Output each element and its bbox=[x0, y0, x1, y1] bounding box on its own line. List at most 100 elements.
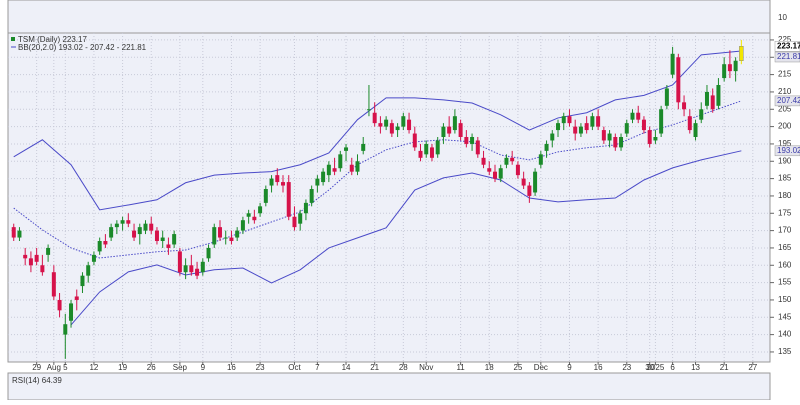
candle-body bbox=[498, 168, 503, 179]
candle-body bbox=[590, 116, 595, 127]
candle-body bbox=[309, 189, 314, 203]
plot: 1013514014515015516016517017518018519019… bbox=[8, 13, 792, 372]
bollinger-band bbox=[13, 50, 742, 211]
candle-body bbox=[246, 213, 251, 217]
candle-body bbox=[338, 154, 343, 169]
candle-body bbox=[544, 143, 549, 151]
candle-body bbox=[177, 251, 182, 273]
price-tag-box bbox=[774, 95, 800, 107]
candle-body bbox=[470, 137, 475, 144]
y-tick-label: 225 bbox=[778, 35, 792, 44]
x-tick-label: 23 bbox=[622, 363, 631, 372]
candle-body bbox=[46, 247, 51, 255]
y-tick-label: 175 bbox=[778, 208, 792, 217]
candle-body bbox=[74, 296, 79, 300]
candle-body bbox=[538, 154, 543, 165]
candle-body bbox=[378, 123, 383, 127]
candle-body bbox=[573, 126, 578, 134]
x-tick-label: 2025 bbox=[647, 363, 665, 372]
price-tag: 223.17 bbox=[777, 41, 800, 50]
price-panel bbox=[7, 32, 771, 363]
candle-body bbox=[699, 109, 704, 120]
candle-body bbox=[619, 137, 624, 148]
bollinger-band bbox=[70, 150, 742, 326]
candle-body bbox=[189, 265, 194, 273]
candle-body bbox=[693, 123, 698, 138]
x-tick-label: 7 bbox=[315, 363, 320, 372]
legend-swatch bbox=[11, 37, 15, 41]
candle-body bbox=[435, 140, 440, 155]
candle-body bbox=[149, 223, 154, 231]
candle-body bbox=[200, 261, 205, 273]
candle-body bbox=[229, 237, 234, 242]
candle-body bbox=[355, 161, 360, 172]
candle-body bbox=[710, 95, 715, 110]
x-tick-label: 23 bbox=[256, 363, 265, 372]
candle-body bbox=[424, 143, 429, 155]
candle-body bbox=[286, 182, 291, 217]
x-tick-label: 16 bbox=[594, 363, 603, 372]
x-tick-label: 21 bbox=[370, 363, 379, 372]
x-tick-label: 5 bbox=[63, 363, 68, 372]
price-tag-box bbox=[774, 41, 800, 52]
candle-body bbox=[481, 157, 486, 165]
candle-body bbox=[252, 216, 257, 221]
candle-body bbox=[298, 213, 303, 224]
candle-body bbox=[452, 116, 457, 131]
candle-body bbox=[91, 254, 96, 262]
x-tick-label: 21 bbox=[720, 363, 729, 372]
candle-body bbox=[722, 64, 727, 79]
candle-body bbox=[34, 254, 39, 262]
candle-body bbox=[687, 116, 692, 131]
legend-bb: BB(20,2.0) 193.02 - 207.42 - 221.81 bbox=[18, 43, 147, 52]
candle-body bbox=[533, 171, 538, 193]
y-tick-label: 160 bbox=[778, 260, 792, 269]
candle-body bbox=[326, 164, 331, 176]
candle-body bbox=[263, 189, 268, 203]
x-tick-label: 9 bbox=[567, 363, 572, 372]
x-tick-label: 27 bbox=[748, 363, 757, 372]
candle-body bbox=[613, 137, 618, 148]
candle-body bbox=[475, 140, 480, 155]
candle-body bbox=[401, 116, 406, 127]
candle-body bbox=[240, 220, 245, 231]
y-tick-label: 195 bbox=[778, 139, 792, 148]
candle-body bbox=[132, 230, 137, 238]
candle-body bbox=[321, 171, 326, 183]
x-tick-label: 26 bbox=[147, 363, 156, 372]
y-tick-label: 185 bbox=[778, 174, 792, 183]
candle-body bbox=[183, 265, 188, 273]
candle-body bbox=[515, 164, 520, 176]
candle-body bbox=[653, 137, 658, 141]
candle-body bbox=[258, 206, 263, 214]
upper-panel bbox=[7, 0, 771, 34]
price-tag: 221.81 bbox=[777, 52, 800, 61]
candle-body bbox=[120, 220, 125, 224]
candle-body bbox=[384, 119, 389, 127]
candle-body bbox=[407, 119, 412, 131]
candle-body bbox=[647, 130, 652, 144]
candle-body bbox=[137, 227, 142, 235]
candle-body bbox=[344, 147, 349, 151]
y-tick-label: 170 bbox=[778, 226, 792, 235]
candle-body bbox=[51, 272, 56, 297]
candle-body bbox=[366, 109, 371, 111]
y-tick-label: 205 bbox=[778, 104, 792, 113]
candle-body bbox=[11, 227, 16, 238]
price-tag-box bbox=[774, 145, 800, 157]
candle-body bbox=[596, 116, 601, 127]
candle-body bbox=[103, 241, 108, 245]
candle-body bbox=[395, 126, 400, 131]
candle-body bbox=[80, 275, 85, 287]
candle-body bbox=[418, 150, 423, 158]
candle-body bbox=[447, 126, 452, 134]
candle-body bbox=[487, 168, 492, 172]
y-tick-label: 215 bbox=[778, 70, 792, 79]
candle-body bbox=[315, 178, 320, 186]
x-tick-label: 6 bbox=[670, 363, 675, 372]
x-tick-label: 29 bbox=[32, 363, 41, 372]
legend-price: TSM (Daily) 223.17 bbox=[18, 35, 87, 44]
candle-body bbox=[659, 109, 664, 134]
candle-body bbox=[584, 123, 589, 131]
candle-body bbox=[458, 123, 463, 138]
